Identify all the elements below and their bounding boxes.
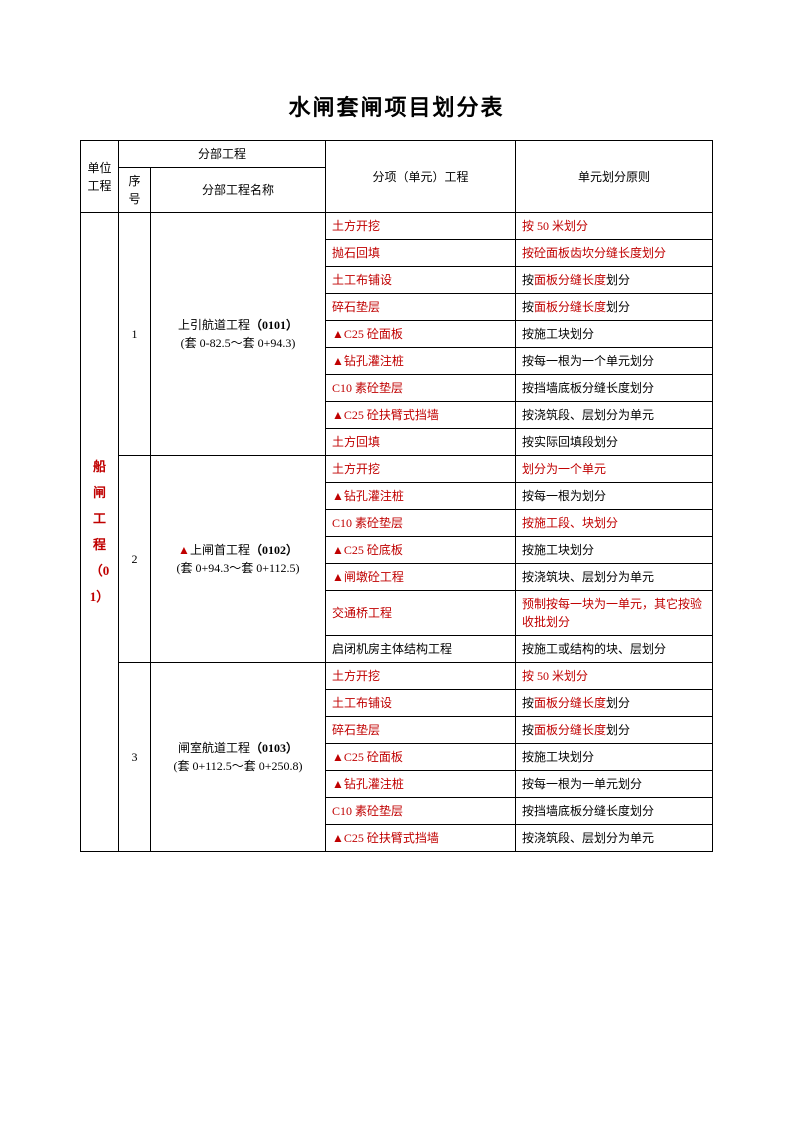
table-row: 3闸室航道工程（0103）(套 0+112.5～套 0+250.8)土方开挖按 … — [81, 663, 713, 690]
item-cell: 抛石回填 — [326, 240, 516, 267]
principle-cell: 按面板分缝长度划分 — [516, 267, 713, 294]
item-cell: ▲闸墩砼工程 — [326, 564, 516, 591]
principle-cell: 按施工块划分 — [516, 537, 713, 564]
principle-cell: 按 50 米划分 — [516, 663, 713, 690]
principle-cell: 按挡墙底板分缝长度划分 — [516, 375, 713, 402]
item-cell: ▲C25 砼面板 — [326, 744, 516, 771]
item-cell: 土方开挖 — [326, 663, 516, 690]
principle-cell: 按每一根为一个单元划分 — [516, 348, 713, 375]
header-section-name: 分部工程名称 — [151, 168, 326, 213]
principle-cell: 按面板分缝长度划分 — [516, 717, 713, 744]
item-cell: ▲C25 砼扶臂式挡墙 — [326, 402, 516, 429]
table-row: 2▲上闸首工程（0102）(套 0+94.3～套 0+112.5)土方开挖划分为… — [81, 456, 713, 483]
header-unit: 单位工程 — [81, 141, 119, 213]
item-cell: C10 素砼垫层 — [326, 798, 516, 825]
item-cell: 土工布铺设 — [326, 267, 516, 294]
item-cell: C10 素砼垫层 — [326, 375, 516, 402]
item-cell: 土方回填 — [326, 429, 516, 456]
item-cell: ▲钻孔灌注桩 — [326, 483, 516, 510]
principle-cell: 按施工或结构的块、层划分 — [516, 636, 713, 663]
item-cell: ▲C25 砼面板 — [326, 321, 516, 348]
item-cell: 启闭机房主体结构工程 — [326, 636, 516, 663]
principle-cell: 划分为一个单元 — [516, 456, 713, 483]
division-table: 单位工程分部工程分项（单元）工程单元划分原则 序号分部工程名称船闸工程（01）1上… — [80, 140, 713, 852]
header-section: 分部工程 — [119, 141, 326, 168]
page-title: 水闸套闸项目划分表 — [80, 90, 713, 122]
principle-cell: 按面板分缝长度划分 — [516, 294, 713, 321]
item-cell: 土方开挖 — [326, 213, 516, 240]
principle-cell: 按实际回填段划分 — [516, 429, 713, 456]
principle-cell: 按浇筑块、层划分为单元 — [516, 564, 713, 591]
page: 水闸套闸项目划分表 单位工程分部工程分项（单元）工程单元划分原则 序号分部工程名称… — [0, 0, 793, 1122]
item-cell: 碎石垫层 — [326, 294, 516, 321]
item-cell: ▲钻孔灌注桩 — [326, 348, 516, 375]
principle-cell: 按浇筑段、层划分为单元 — [516, 402, 713, 429]
principle-cell: 按施工块划分 — [516, 321, 713, 348]
principle-cell: 按浇筑段、层划分为单元 — [516, 825, 713, 852]
section-seq: 2 — [119, 456, 151, 663]
section-name: 上引航道工程（0101）(套 0-82.5～套 0+94.3) — [151, 213, 326, 456]
principle-cell: 按 50 米划分 — [516, 213, 713, 240]
principle-cell: 按砼面板齿坎分缝长度划分 — [516, 240, 713, 267]
item-cell: 交通桥工程 — [326, 591, 516, 636]
principle-cell: 按施工块划分 — [516, 744, 713, 771]
section-name: ▲上闸首工程（0102）(套 0+94.3～套 0+112.5) — [151, 456, 326, 663]
item-cell: ▲C25 砼底板 — [326, 537, 516, 564]
item-cell: 碎石垫层 — [326, 717, 516, 744]
principle-cell: 按挡墙底板分缝长度划分 — [516, 798, 713, 825]
principle-cell: 按每一根为划分 — [516, 483, 713, 510]
principle-cell: 按每一根为一单元划分 — [516, 771, 713, 798]
item-cell: 土工布铺设 — [326, 690, 516, 717]
header-principle: 单元划分原则 — [516, 141, 713, 213]
section-name: 闸室航道工程（0103）(套 0+112.5～套 0+250.8) — [151, 663, 326, 852]
principle-cell: 按面板分缝长度划分 — [516, 690, 713, 717]
section-seq: 1 — [119, 213, 151, 456]
header-item: 分项（单元）工程 — [326, 141, 516, 213]
principle-cell: 按施工段、块划分 — [516, 510, 713, 537]
header-seq: 序号 — [119, 168, 151, 213]
item-cell: ▲C25 砼扶臂式挡墙 — [326, 825, 516, 852]
table-row: 船闸工程（01）1上引航道工程（0101）(套 0-82.5～套 0+94.3)… — [81, 213, 713, 240]
section-seq: 3 — [119, 663, 151, 852]
unit-project-cell: 船闸工程（01） — [81, 213, 119, 852]
item-cell: C10 素砼垫层 — [326, 510, 516, 537]
item-cell: 土方开挖 — [326, 456, 516, 483]
item-cell: ▲钻孔灌注桩 — [326, 771, 516, 798]
principle-cell: 预制按每一块为一单元，其它按验收批划分 — [516, 591, 713, 636]
